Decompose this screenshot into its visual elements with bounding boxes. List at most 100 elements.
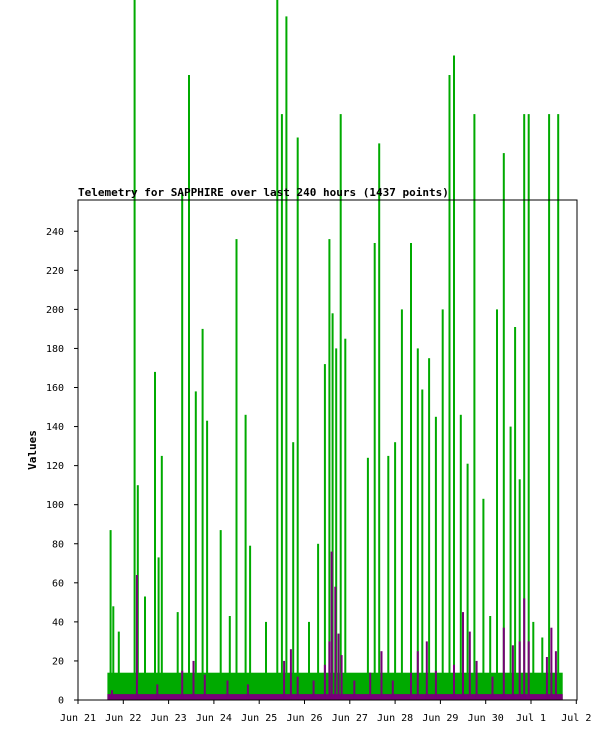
data-spike <box>285 16 288 700</box>
y-tick-label: 180 <box>46 344 64 355</box>
data-spike <box>265 621 267 700</box>
data-spike <box>518 641 521 700</box>
y-axis-label: Values <box>26 430 39 470</box>
data-spike <box>441 309 444 700</box>
data-spike <box>188 75 190 700</box>
data-spike <box>330 551 333 700</box>
y-axis: 0 20 40 60 80 100 120 140 160 180 200 220 240 <box>46 227 78 707</box>
plot-frame <box>77 199 578 701</box>
y-tick-label: 160 <box>46 383 64 394</box>
data-spike <box>434 670 437 700</box>
data-spike <box>135 575 138 700</box>
data-spike <box>201 328 204 700</box>
data-spike <box>416 651 419 700</box>
data-spike <box>289 649 292 700</box>
data-spike <box>156 684 159 700</box>
data-spike <box>317 543 320 701</box>
data-spike <box>550 627 553 700</box>
data-spike <box>541 637 544 700</box>
data-spike <box>296 137 299 700</box>
data-spike <box>328 641 331 700</box>
data-spike <box>545 657 548 700</box>
data-spike <box>511 645 514 700</box>
data-spike <box>323 364 326 700</box>
data-spike <box>160 455 163 700</box>
data-spike <box>228 616 231 700</box>
y-tick-label: 100 <box>46 500 64 511</box>
data-spike <box>157 557 160 700</box>
data-spike <box>144 596 146 700</box>
data-spike <box>117 631 120 700</box>
data-spike <box>448 75 451 700</box>
data-spike <box>280 114 283 701</box>
data-spike <box>353 680 356 700</box>
x-tick-label: Jul 2 <box>561 713 591 724</box>
data-spike <box>112 606 115 701</box>
data-spike <box>366 457 369 700</box>
data-spike <box>339 114 342 701</box>
data-spike <box>434 416 437 700</box>
data-spike <box>428 358 431 700</box>
data-spike <box>489 616 492 700</box>
x-tick-label: Jun 25 <box>241 713 277 724</box>
data-spike <box>176 612 179 700</box>
data-spike <box>296 676 299 700</box>
data-spike <box>219 530 222 700</box>
x-tick-label: Jun 29 <box>422 713 458 724</box>
y-tick-label: 200 <box>46 305 64 316</box>
y-tick-label: 20 <box>52 656 64 667</box>
y-tick-label: 80 <box>52 539 64 550</box>
data-spike <box>335 348 338 700</box>
data-spike <box>312 680 315 700</box>
data-spike <box>192 660 195 700</box>
data-spike <box>416 348 419 700</box>
data-spike <box>246 684 249 700</box>
data-spike <box>226 680 229 700</box>
data-spike <box>276 0 279 700</box>
data-spike <box>369 672 372 700</box>
data-spike <box>468 631 471 700</box>
y-tick-label: 140 <box>46 422 64 433</box>
data-spike <box>340 655 343 700</box>
y-tick-label: 0 <box>58 696 64 707</box>
data-spike <box>475 660 478 700</box>
data-spike <box>554 651 557 700</box>
data-spike <box>387 455 390 700</box>
x-axis: Jun 21 Jun 22 Jun 23 Jun 24 Jun 25 Jun 26 Jun … <box>60 700 591 724</box>
y-tick-label: 120 <box>46 461 64 472</box>
data-spike <box>491 676 494 700</box>
data-spike <box>334 586 337 700</box>
data-spike <box>394 442 397 700</box>
data-spike <box>527 641 530 700</box>
x-tick-label: Jun 27 <box>332 713 368 724</box>
data-spike <box>244 414 247 700</box>
x-tick-label: Jun 30 <box>468 713 504 724</box>
y-tick-label: 60 <box>52 578 64 589</box>
data-spike <box>473 114 476 701</box>
chart-bars <box>107 0 563 701</box>
data-spike <box>391 680 394 700</box>
data-spike <box>527 114 530 701</box>
data-spike <box>235 239 238 700</box>
x-tick-label: Jun 21 <box>60 713 96 724</box>
data-spike <box>249 545 252 700</box>
data-spike <box>557 114 560 701</box>
data-spike <box>206 420 209 700</box>
data-spike <box>410 243 412 700</box>
data-spike <box>425 641 428 700</box>
data-spike <box>502 153 505 701</box>
data-spike <box>502 627 505 700</box>
data-spike <box>308 621 310 700</box>
data-spike <box>453 55 455 700</box>
x-tick-label: Jun 23 <box>151 713 187 724</box>
data-spike <box>523 114 526 701</box>
data-spike <box>203 674 206 700</box>
data-spike <box>328 239 331 700</box>
data-spike <box>421 389 424 700</box>
data-spike <box>344 338 347 700</box>
data-spike <box>459 414 462 700</box>
data-spike <box>373 243 376 700</box>
data-spike <box>400 309 403 700</box>
